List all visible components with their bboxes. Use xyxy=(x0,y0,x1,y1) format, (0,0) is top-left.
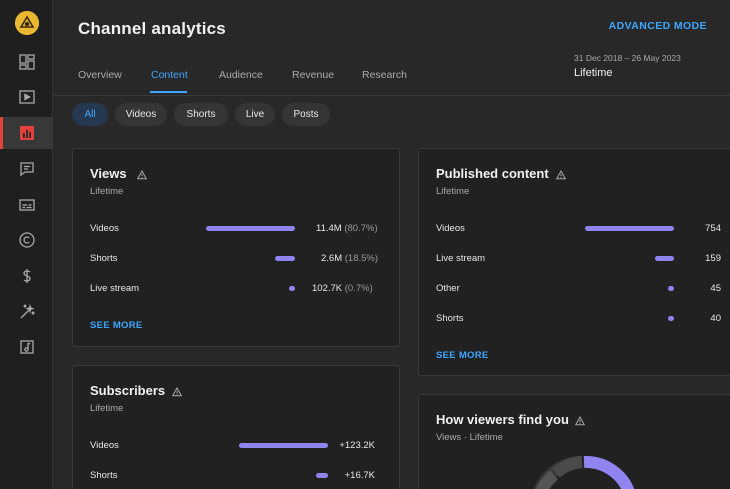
published-row-label: Other xyxy=(436,283,460,294)
chip-posts[interactable]: Posts xyxy=(282,103,330,126)
subscribers-bar-shorts xyxy=(316,473,328,478)
subtitles-icon xyxy=(18,199,35,211)
subscribers-card-title: Subscribers xyxy=(90,383,166,398)
how-viewers-find-you-card: How viewers find you Views · Lifetime xyxy=(418,394,730,489)
views-bar-live-stream xyxy=(289,286,295,291)
copyright-icon xyxy=(18,232,35,248)
customisation-icon xyxy=(20,303,35,319)
views-bar-videos xyxy=(206,226,295,231)
sidebar-item-analytics[interactable] xyxy=(0,117,53,149)
published-row-label: Live stream xyxy=(436,253,486,264)
content-icon xyxy=(18,90,35,104)
views-see-more-link[interactable]: SEE MORE xyxy=(90,320,143,331)
published-row-label: Videos xyxy=(436,223,465,234)
published-see-more-link[interactable]: SEE MORE xyxy=(436,350,489,361)
viewers-find-card-title: How viewers find you xyxy=(436,412,569,427)
analytics-icon xyxy=(19,126,34,140)
tab-overview[interactable]: Overview xyxy=(78,69,122,81)
sidebar-item-dashboard[interactable] xyxy=(0,46,53,78)
chip-live[interactable]: Live xyxy=(235,103,275,126)
header-divider xyxy=(53,95,730,96)
subscribers-row-label: Shorts xyxy=(90,470,118,481)
date-range-text[interactable]: 31 Dec 2018 – 26 May 2023 xyxy=(574,53,681,63)
sidebar-item-comments[interactable] xyxy=(0,153,53,185)
channel-avatar[interactable] xyxy=(15,11,39,35)
published-row-value: 159 xyxy=(705,253,721,264)
subscribers-card-subtitle: Lifetime xyxy=(90,403,124,414)
views-bar-shorts xyxy=(275,256,295,261)
warning-icon[interactable] xyxy=(172,387,182,397)
views-row-value: 2.6M (18.5%) xyxy=(321,253,379,264)
warning-icon[interactable] xyxy=(556,170,566,180)
sidebar-item-audio-library[interactable] xyxy=(0,331,53,363)
tab-content[interactable]: Content xyxy=(151,69,188,81)
dashboard-icon xyxy=(18,54,35,70)
sidebar-item-customisation[interactable] xyxy=(0,296,53,328)
subscribers-bar-videos xyxy=(239,443,328,448)
subscribers-row-label: Videos xyxy=(90,440,119,451)
tab-research[interactable]: Research xyxy=(362,69,407,81)
published-bar-shorts xyxy=(668,316,674,321)
sidebar-item-subtitles[interactable] xyxy=(0,189,53,221)
published-card-subtitle: Lifetime xyxy=(436,186,470,197)
advanced-mode-button[interactable]: ADVANCED MODE xyxy=(608,20,707,32)
chip-all[interactable]: All xyxy=(72,103,108,126)
views-row-value: 102.7K (0.7%) xyxy=(312,283,373,294)
published-row-value: 40 xyxy=(710,313,721,324)
subscribers-card: Subscribers Lifetime Videos +123.2K Shor… xyxy=(72,365,400,489)
sidebar-item-earn[interactable] xyxy=(0,260,53,292)
sidebar-item-copyright[interactable] xyxy=(0,224,53,256)
viewers-find-card-subtitle: Views · Lifetime xyxy=(436,432,503,443)
views-card-subtitle: Lifetime xyxy=(90,186,124,197)
audio-library-icon xyxy=(19,340,34,354)
tab-audience[interactable]: Audience xyxy=(219,69,263,81)
chip-videos[interactable]: Videos xyxy=(115,103,167,126)
date-range-label[interactable]: Lifetime xyxy=(574,67,613,79)
views-card: Views Lifetime Videos 11.4M (80.7%) Shor… xyxy=(72,148,400,347)
published-row-label: Shorts xyxy=(436,313,464,324)
views-card-title: Views xyxy=(90,166,127,181)
views-row-label: Shorts xyxy=(90,253,118,264)
traffic-source-donut-chart xyxy=(533,455,635,489)
comments-icon xyxy=(19,162,34,177)
sidebar-item-content[interactable] xyxy=(0,81,53,113)
tab-revenue[interactable]: Revenue xyxy=(292,69,335,81)
published-row-value: 754 xyxy=(705,223,721,234)
subscribers-row-value: +16.7K xyxy=(344,470,375,481)
published-bar-other xyxy=(668,286,674,291)
active-tab-indicator xyxy=(150,91,187,93)
chip-shorts[interactable]: Shorts xyxy=(174,103,228,126)
published-content-card: Published content Lifetime Videos 754 Li… xyxy=(418,148,730,376)
sidebar xyxy=(0,0,53,489)
warning-icon[interactable] xyxy=(137,170,147,180)
views-row-value: 11.4M (80.7%) xyxy=(316,223,378,234)
earn-icon xyxy=(22,269,31,283)
published-bar-live-stream xyxy=(655,256,674,261)
warning-icon[interactable] xyxy=(575,416,585,426)
views-row-label: Live stream xyxy=(90,283,140,294)
published-card-title: Published content xyxy=(436,166,549,181)
page-title: Channel analytics xyxy=(78,19,226,38)
published-row-value: 45 xyxy=(710,283,721,294)
views-row-label: Videos xyxy=(90,223,119,234)
published-bar-videos xyxy=(585,226,674,231)
subscribers-row-value: +123.2K xyxy=(339,440,375,451)
